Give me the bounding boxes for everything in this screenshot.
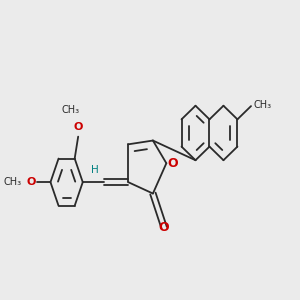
Text: O: O <box>159 221 170 234</box>
Text: CH₃: CH₃ <box>4 177 22 187</box>
Text: CH₃: CH₃ <box>254 100 272 110</box>
Text: O: O <box>74 122 83 132</box>
Text: CH₃: CH₃ <box>62 105 80 115</box>
Text: O: O <box>26 177 36 187</box>
Text: H: H <box>92 165 99 175</box>
Text: O: O <box>168 157 178 170</box>
